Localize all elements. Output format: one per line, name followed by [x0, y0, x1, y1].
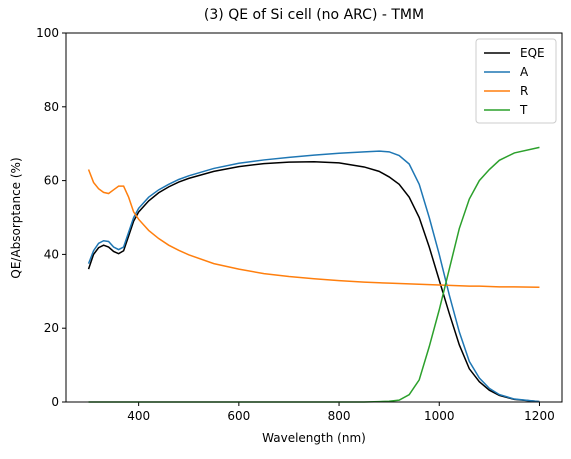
y-tick-label: 80 [44, 100, 59, 114]
series-line [87, 150, 540, 403]
x-tick-label: 1000 [424, 409, 455, 423]
plot-frame [65, 32, 563, 403]
series-line [88, 146, 540, 403]
y-tick-label: 60 [44, 174, 59, 188]
legend-box [475, 38, 557, 124]
y-tick-label: 0 [51, 395, 59, 409]
legend-label: R [520, 84, 528, 98]
chart-title: (3) QE of Si cell (no ARC) - TMM [204, 7, 424, 23]
y-tick-label: 40 [44, 247, 59, 261]
series-line [87, 169, 540, 288]
legend-label: EQE [520, 46, 545, 60]
y-axis-label: QE/Absorptance (%) [9, 157, 23, 278]
legend-label: T [519, 103, 528, 117]
y-tick-label: 100 [36, 26, 59, 40]
x-tick-label: 800 [328, 409, 351, 423]
x-tick-label: 1200 [524, 409, 555, 423]
legend-label: A [520, 65, 529, 79]
x-tick-label: 400 [127, 409, 150, 423]
series-line [87, 161, 540, 403]
x-axis-label: Wavelength (nm) [262, 431, 366, 445]
x-tick-label: 600 [227, 409, 250, 423]
y-tick-label: 20 [44, 321, 59, 335]
